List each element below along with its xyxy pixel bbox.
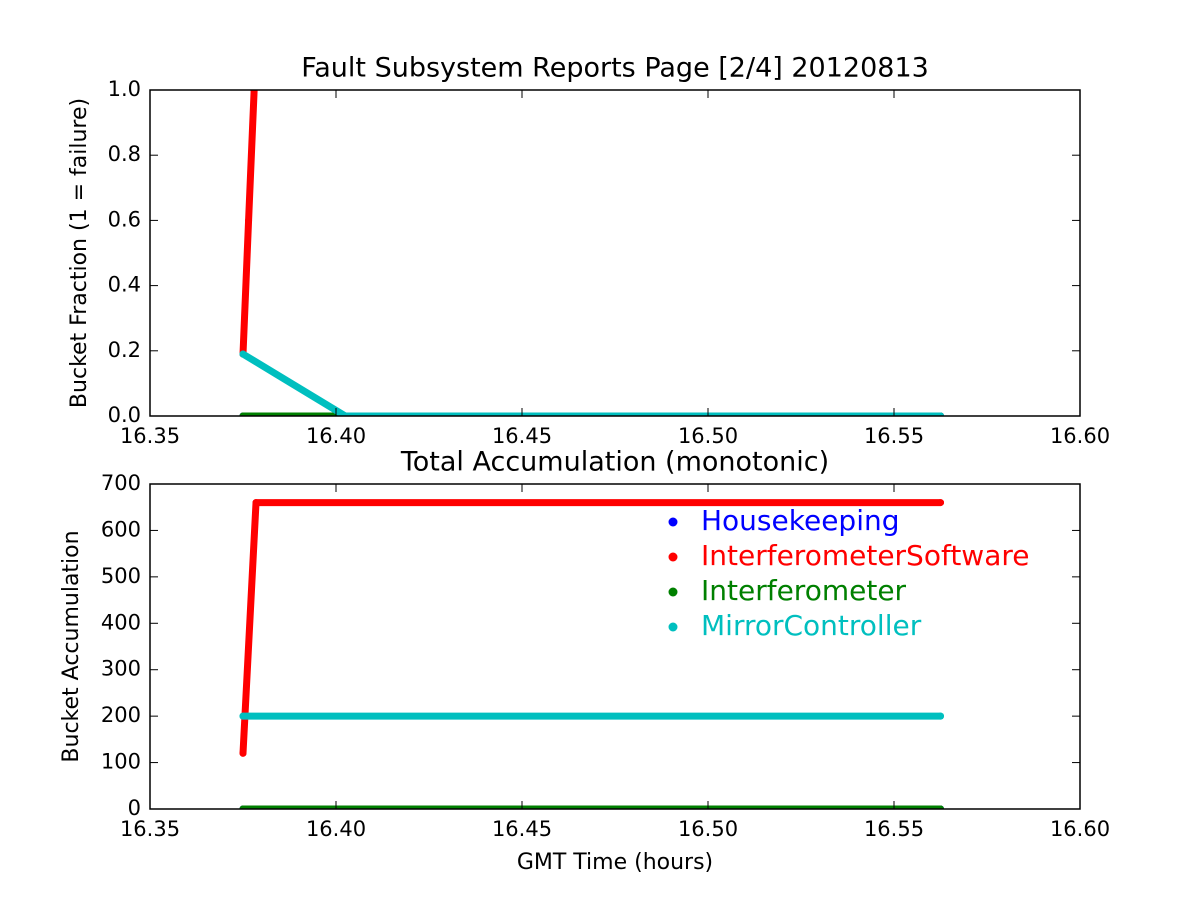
legend: HousekeepingInterferometerSoftwareInterf… [668,504,1029,642]
x-tick-label: 16.55 [864,424,924,448]
x-tick-label: 16.40 [306,424,366,448]
x-tick-label: 16.60 [1050,424,1110,448]
legend-label: InterferometerSoftware [701,539,1029,572]
x-tick-label: 16.50 [678,817,738,841]
chart-title: Fault Subsystem Reports Page [2/4] 20120… [301,53,929,84]
data-point [239,749,247,757]
x-tick-label: 16.35 [120,424,180,448]
y-tick-label: 0.8 [108,142,141,166]
y-tick-label: 0.6 [108,207,141,231]
y-tick-label: 400 [101,610,141,634]
data-point [245,216,253,224]
data-point [239,805,247,809]
legend-label: MirrorController [701,609,922,642]
y-tick-label: 0.4 [108,273,141,297]
y-tick-label: 0.2 [108,338,141,362]
y-tick-label: 0 [128,796,141,820]
x-tick-label: 16.50 [678,424,738,448]
y-tick-label: 700 [101,471,141,495]
x-tick-label: 16.35 [120,817,180,841]
y-tick-label: 200 [101,703,141,727]
data-point [239,712,247,720]
axes-frame [149,89,1081,417]
data-point [239,350,247,358]
y-tick-label: 0.0 [108,403,141,427]
legend-marker [668,622,678,632]
axes-background [150,484,1080,809]
data-point [252,499,260,507]
y-axis-label: Bucket Accumulation [59,530,84,762]
chart-title: Total Accumulation (monotonic) [400,447,829,478]
data-point [937,499,944,507]
plot-area [239,90,944,416]
legend-marker [668,517,678,527]
axes-background [150,90,1080,416]
y-tick-label: 1.0 [108,77,141,101]
legend-marker [668,552,678,562]
data-point [239,412,247,416]
data-point [250,90,258,94]
x-tick-label: 16.60 [1050,817,1110,841]
data-point [937,412,944,416]
x-tick-label: 16.55 [864,817,924,841]
data-point [937,712,944,720]
legend-marker [668,587,678,597]
plot-area [239,499,944,809]
x-tick-label: 16.40 [306,817,366,841]
x-axis-label: GMT Time (hours) [517,850,713,875]
x-tick-label: 16.45 [492,424,552,448]
y-axis-label: Bucket Fraction (1 = failure) [67,98,92,408]
y-tick-label: 500 [101,564,141,588]
series-line [239,350,944,416]
y-tick-label: 300 [101,657,141,681]
y-tick-label: 600 [101,517,141,541]
legend-label: Housekeeping [701,504,900,537]
y-tick-label: 100 [101,750,141,774]
data-point [341,412,349,416]
x-tick-label: 16.45 [492,817,552,841]
legend-label: Interferometer [701,574,907,607]
data-point [937,805,944,809]
axes-frame [149,483,1081,810]
